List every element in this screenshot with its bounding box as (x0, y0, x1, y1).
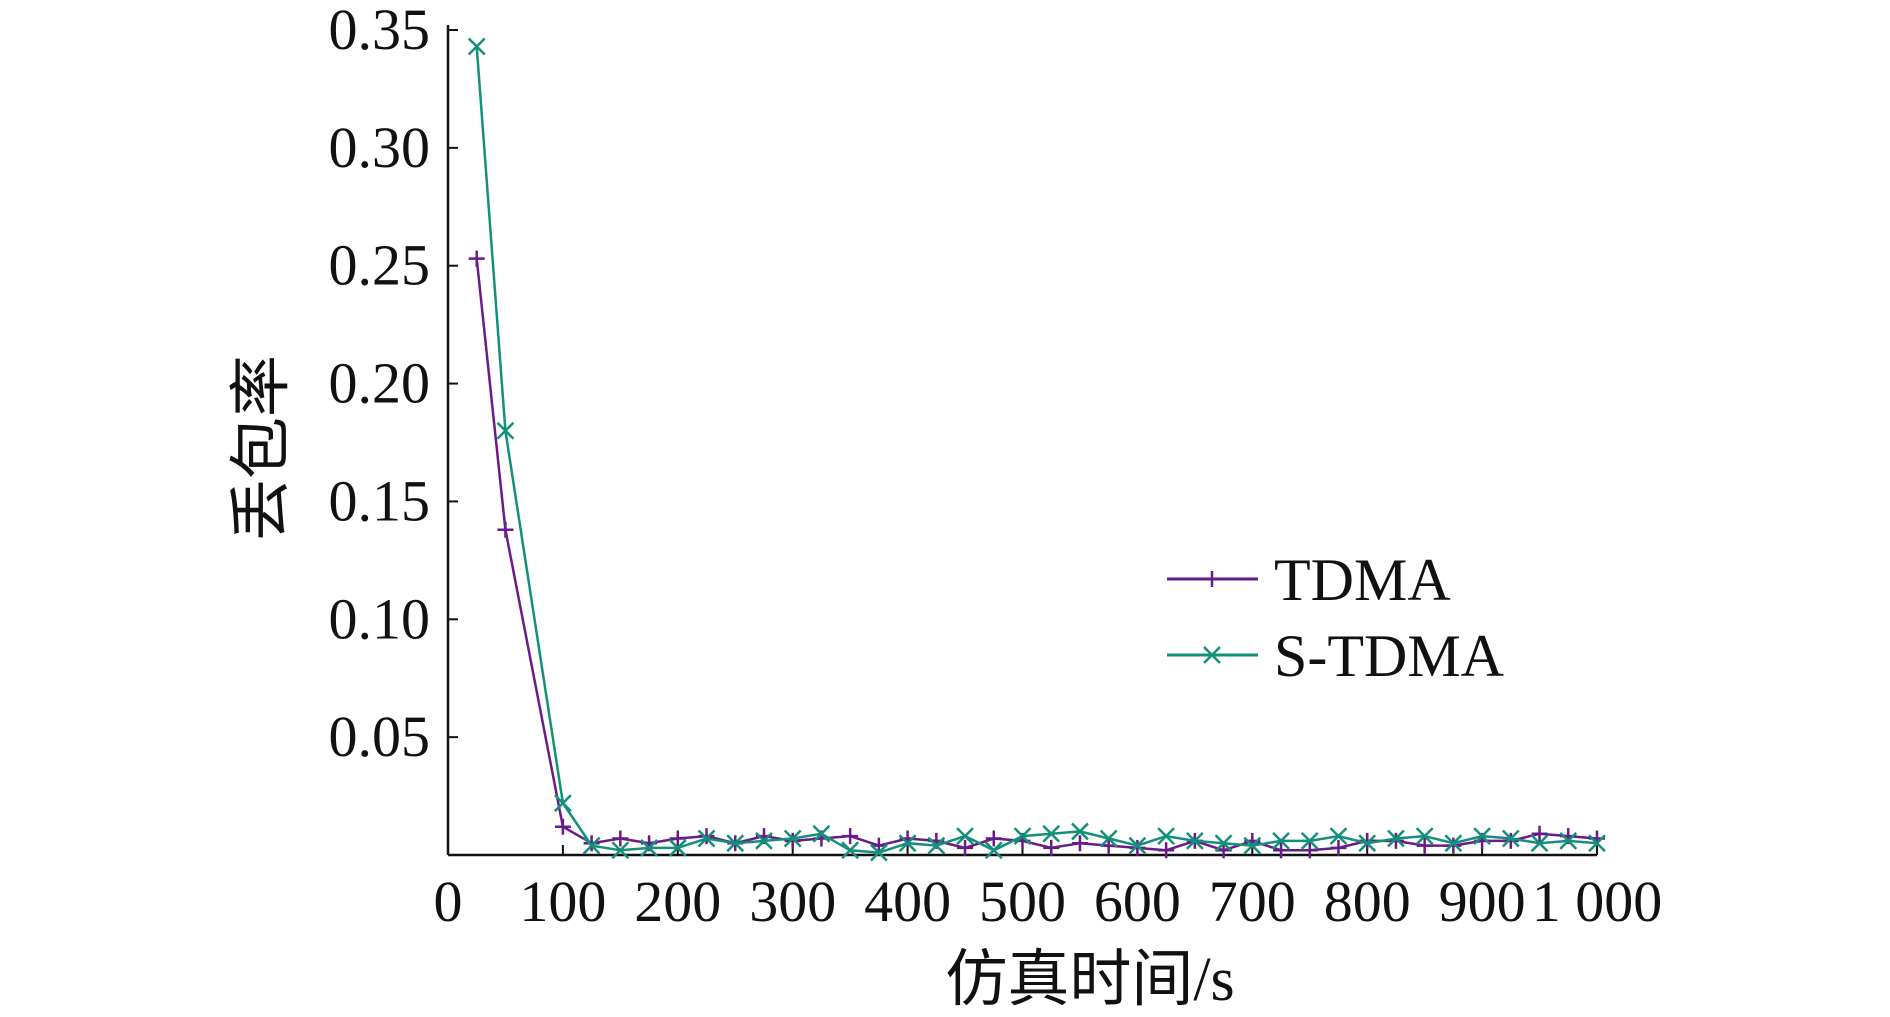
x-tick-label: 1 000 (1532, 869, 1663, 934)
x-marker (1185, 831, 1204, 850)
plus-marker (1158, 842, 1175, 859)
plus-marker (1301, 842, 1318, 859)
plus-marker (1129, 839, 1146, 856)
x-marker (956, 827, 974, 846)
x-marker (668, 839, 687, 857)
x-tick-label: 700 (1209, 869, 1296, 934)
plus-marker (1416, 837, 1433, 854)
x-marker (1530, 834, 1549, 853)
plus-marker (985, 830, 1002, 847)
x-marker (640, 839, 658, 857)
legend-label: S-TDMA (1274, 623, 1504, 689)
x-tick-label: 0 (434, 869, 463, 934)
x-axis-label: 仿真时间/s (945, 946, 1234, 1014)
x-marker (898, 834, 917, 853)
x-marker (1013, 827, 1032, 846)
plus-marker (957, 839, 974, 856)
x-marker (783, 829, 802, 848)
y-tick-label: 0.15 (329, 468, 431, 533)
plus-marker (784, 832, 801, 849)
plus-marker (1531, 825, 1548, 842)
plus-marker (554, 818, 571, 835)
y-tick-label: 0.35 (329, 0, 431, 62)
plus-marker (1071, 835, 1088, 852)
x-tick-label: 600 (1094, 869, 1181, 934)
x-marker (1588, 834, 1606, 853)
y-tick-label: 0.20 (329, 351, 431, 416)
x-marker (841, 841, 860, 860)
y-axis-label: 丢包率 (228, 355, 296, 541)
y-tick-label: 0.30 (329, 115, 431, 180)
x-tick-label: 800 (1324, 869, 1411, 934)
x-marker (1444, 834, 1463, 853)
x-marker (726, 834, 745, 853)
x-tick-label: 300 (749, 869, 836, 934)
x-marker (1501, 829, 1520, 848)
legend-label: TDMA (1274, 547, 1451, 613)
x-marker (1473, 827, 1491, 846)
x-marker (927, 836, 946, 855)
x-marker (1099, 829, 1118, 848)
x-marker (554, 794, 572, 813)
x-marker (1042, 824, 1061, 843)
plus-marker (1445, 837, 1462, 854)
legend-item-s-tdma: S-TDMA (1167, 623, 1504, 689)
plus-marker (1043, 839, 1060, 856)
plus-marker (1502, 832, 1519, 849)
plus-marker (669, 830, 686, 847)
x-marker (812, 824, 831, 843)
plus-marker (698, 828, 715, 845)
plus-marker (1204, 571, 1220, 587)
x-marker (1358, 834, 1377, 853)
x-marker (1214, 834, 1233, 853)
x-marker (611, 841, 630, 860)
x-tick-label: 100 (519, 869, 606, 934)
x-marker (1329, 827, 1348, 846)
x-marker (1300, 831, 1319, 850)
plus-marker (1273, 842, 1290, 859)
legend: TDMA S-TDMA (1167, 547, 1504, 689)
legend-item-tdma: TDMA (1167, 547, 1451, 613)
plus-marker (842, 828, 859, 845)
x-marker (1071, 822, 1089, 841)
x-marker (1272, 831, 1290, 850)
x-marker (1415, 827, 1434, 846)
x-tick-label: 400 (864, 869, 951, 934)
x-tick-label: 200 (634, 869, 721, 934)
x-marker (582, 836, 601, 855)
x-marker (496, 421, 515, 440)
plus-marker (612, 830, 629, 847)
x-marker (869, 843, 888, 862)
plus-marker (1330, 839, 1347, 856)
y-tick-label: 0.25 (329, 233, 431, 298)
axes: 0 100 200 300 400 500 600 700 800 900 1 000 0.05 0.1… (329, 0, 1663, 934)
x-marker (1243, 836, 1262, 855)
x-marker (1128, 836, 1147, 855)
x-marker (697, 829, 716, 848)
plus-marker (583, 835, 600, 852)
y-tick-label: 0.05 (329, 704, 431, 769)
plus-marker (497, 521, 514, 538)
x-marker (1387, 829, 1405, 848)
y-tick-label: 0.10 (329, 586, 431, 651)
x-marker (1157, 827, 1176, 846)
series-line (475, 46, 1598, 854)
x-marker (984, 841, 1003, 860)
plus-marker (1387, 832, 1404, 849)
x-marker (755, 831, 773, 850)
x-tick-label: 900 (1439, 869, 1526, 934)
x-marker (467, 37, 486, 56)
x-tick-label: 500 (979, 869, 1066, 934)
series-s-tdma (467, 37, 1606, 862)
series-group (467, 37, 1606, 862)
x-marker (1559, 831, 1578, 850)
x-marker (1203, 646, 1221, 664)
plus-marker (468, 250, 485, 267)
